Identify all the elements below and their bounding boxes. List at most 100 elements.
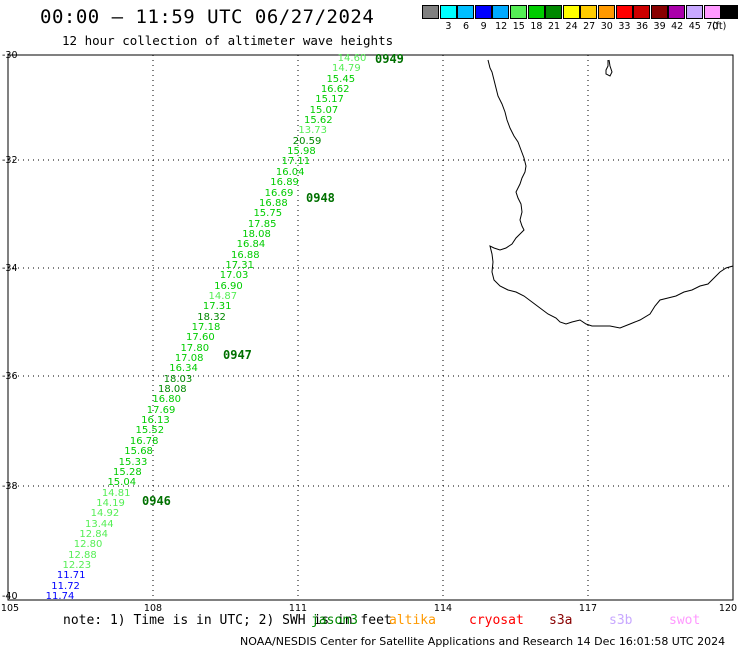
wave-height-value: 16.04 xyxy=(275,166,305,178)
wave-height-value: 16.34 xyxy=(169,363,198,375)
wave-height-value: 17.11 xyxy=(281,156,311,168)
wave-height-value: 17.60 xyxy=(186,332,215,344)
colorbar-swatch xyxy=(492,5,510,19)
colorbar-swatch xyxy=(474,5,492,19)
colorbar-tick-label: 15 xyxy=(512,21,525,32)
wave-height-value: 16.80 xyxy=(152,394,182,406)
satellite-legend-altika: altika xyxy=(389,613,436,628)
wave-height-value: 14.79 xyxy=(332,63,361,75)
track-time-label: 0949 xyxy=(375,52,404,66)
colorbar-swatch xyxy=(510,5,527,19)
satellite-legend-s3a: s3a xyxy=(549,613,573,628)
lon-label-105: 105 xyxy=(0,603,20,614)
satellite-legend-swot: swot xyxy=(669,613,701,628)
lat-label-38: -38 xyxy=(2,481,18,492)
wave-height-value: 17.69 xyxy=(146,404,176,416)
wave-height-value: 14.60 xyxy=(337,53,367,64)
colorbar-tick-label: 70 xyxy=(706,21,719,32)
wave-height-value: 14.81 xyxy=(101,487,131,499)
lon-label-114: 114 xyxy=(433,603,453,614)
wave-height-value: 16.62 xyxy=(320,84,350,96)
colorbar-tick-label: 36 xyxy=(635,21,649,32)
colorbar-swatch xyxy=(686,5,703,19)
wave-height-value: 12.80 xyxy=(73,539,103,551)
colorbar-swatch xyxy=(562,5,580,19)
colorbar-unit-label: (ft) xyxy=(712,21,727,32)
wave-height-value: 15.75 xyxy=(253,208,283,220)
colorbar-tick-label: 18 xyxy=(530,21,543,32)
colorbar-tick-label: 30 xyxy=(600,21,613,32)
lat-label-32: -32 xyxy=(2,155,18,166)
colorbar-tick-label: 39 xyxy=(653,21,666,32)
colorbar-swatch xyxy=(703,5,721,19)
credit-line: NOAA/NESDIS Center for Satellite Applica… xyxy=(240,635,726,648)
coastal-feature xyxy=(605,59,613,77)
wave-height-value: 15.04 xyxy=(107,477,137,489)
lat-lon-gridlines xyxy=(8,55,733,600)
wave-height-value: 16.88 xyxy=(230,249,260,261)
satellite-legend-s3b: s3b xyxy=(609,613,633,628)
wave-height-value: 15.28 xyxy=(113,466,142,478)
wave-height-value: 15.52 xyxy=(135,425,165,437)
wave-height-value: 16.78 xyxy=(129,435,159,447)
lat-label-36: -36 xyxy=(2,371,18,382)
track-time-label: 0948 xyxy=(306,191,335,205)
wave-height-value: 15.17 xyxy=(315,94,344,106)
wave-height-value: 12.23 xyxy=(62,559,92,571)
wave-height-value: 14.87 xyxy=(208,290,238,302)
wave-height-value: 17.03 xyxy=(219,270,249,282)
satellite-legend-jason3: jason3 xyxy=(311,613,358,628)
wave-height-value: 18.03 xyxy=(163,373,193,385)
colorbar-tick-label: 21 xyxy=(547,21,561,32)
wave-height-value: 12.88 xyxy=(68,549,97,561)
wave-height-value: 13.73 xyxy=(298,125,328,137)
wave-height-value: 15.98 xyxy=(287,146,316,158)
wave-height-value: 15.33 xyxy=(118,456,148,468)
wave-height-value: 16.69 xyxy=(264,187,294,199)
colorbar-tick-label: 12 xyxy=(495,21,508,32)
colorbar-swatch xyxy=(650,5,668,19)
wave-height-value: 18.08 xyxy=(242,228,271,240)
wave-height-value: 18.32 xyxy=(197,311,226,323)
wave-height-value: 17.85 xyxy=(247,218,277,230)
wave-height-value: 15.07 xyxy=(309,104,339,116)
wave-height-value: 17.80 xyxy=(180,342,210,354)
lon-label-117: 117 xyxy=(578,603,598,614)
track-time-label: 0946 xyxy=(142,494,171,508)
colorbar-tick-label: 33 xyxy=(618,21,631,32)
colorbar-tick-label: 3 xyxy=(445,21,452,32)
wave-height-value: 13.44 xyxy=(84,518,114,530)
colorbar-swatch xyxy=(545,5,563,19)
colorbar-swatch xyxy=(439,5,457,19)
lon-label-111: 111 xyxy=(288,603,308,614)
colorbar-tick-label: 42 xyxy=(671,21,684,32)
map-frame xyxy=(7,54,734,601)
colorbar-swatch xyxy=(422,5,439,19)
figure-title: 00:00 – 11:59 UTC 06/27/2024 xyxy=(40,6,375,28)
satellite-legend-cryosat: cryosat xyxy=(469,613,524,628)
colorbar-swatch xyxy=(668,5,686,19)
track-time-label: 0947 xyxy=(223,348,252,362)
wave-height-value: 16.88 xyxy=(259,197,288,209)
wave-height-value: 14.19 xyxy=(96,497,125,509)
wave-height-value: 16.90 xyxy=(214,280,243,292)
footer-note: note: 1) Time is in UTC; 2) SWH is in fe… xyxy=(63,613,392,628)
colorbar-swatch xyxy=(598,5,615,19)
wave-height-value: 15.45 xyxy=(326,73,356,85)
colorbar-swatch xyxy=(580,5,598,19)
wave-height-value: 17.08 xyxy=(174,353,204,365)
wave-height-value: 12.84 xyxy=(79,528,109,540)
wave-height-value: 14.92 xyxy=(90,508,120,520)
wave-height-value: 18.08 xyxy=(157,384,187,396)
colorbar-tick-label: 9 xyxy=(480,21,487,32)
wave-height-value: 15.68 xyxy=(124,446,153,458)
colorbar-tick-label: 6 xyxy=(462,21,470,32)
wave-height-value: 20.59 xyxy=(292,135,322,147)
lat-label-30: -30 xyxy=(2,50,18,61)
colorbar-tick-label: 45 xyxy=(688,21,701,32)
colorbar-tick-label: 24 xyxy=(565,21,578,32)
colorbar-swatch xyxy=(633,5,651,19)
wave-height-value: 17.18 xyxy=(191,322,221,333)
